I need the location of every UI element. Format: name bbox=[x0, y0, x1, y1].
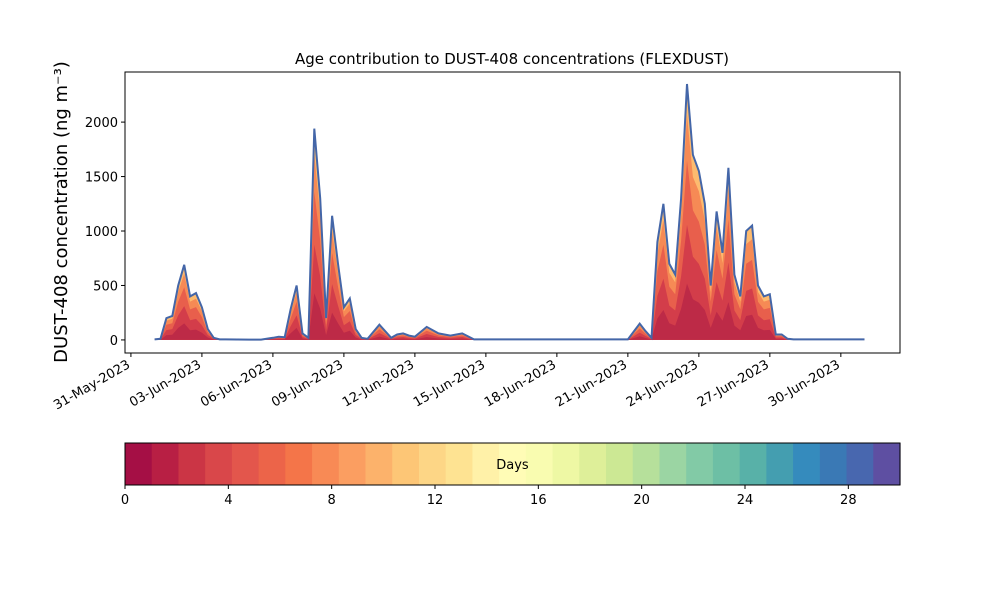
colorbar-tick-label: 12 bbox=[427, 493, 444, 508]
age-band-area bbox=[154, 283, 865, 340]
colorbar-tick-label: 4 bbox=[224, 493, 232, 508]
colorbar-segment bbox=[445, 443, 474, 485]
y-tick-label: 1000 bbox=[85, 225, 118, 240]
colorbar-tick-label: 0 bbox=[121, 493, 129, 508]
x-tick-label: 12-Jun-2023 bbox=[340, 357, 417, 410]
colorbar-segment bbox=[151, 443, 180, 485]
y-tick-label: 1500 bbox=[85, 171, 118, 186]
y-axis-label: DUST-408 concentration (ng m⁻³) bbox=[51, 61, 72, 363]
colorbar-segment bbox=[873, 443, 901, 485]
age-band-area bbox=[154, 160, 865, 340]
colorbar-label: Days bbox=[496, 458, 529, 473]
colorbar-segment bbox=[312, 443, 340, 485]
colorbar-tick-label: 16 bbox=[530, 493, 547, 508]
colorbar-segment bbox=[472, 443, 500, 485]
colorbar-segment bbox=[231, 443, 260, 485]
x-tick-label: 31-May-2023 bbox=[51, 357, 133, 413]
x-tick-label: 27-Jun-2023 bbox=[695, 357, 772, 410]
plot-area bbox=[154, 83, 865, 341]
colorbar-segment bbox=[686, 443, 714, 485]
colorbar-tick-label: 20 bbox=[633, 493, 650, 508]
colorbar-segment bbox=[712, 443, 741, 485]
x-tick-label: 09-Jun-2023 bbox=[269, 357, 346, 410]
x-tick-label: 03-Jun-2023 bbox=[127, 357, 204, 410]
y-tick-label: 2000 bbox=[85, 116, 118, 131]
colorbar-frame bbox=[124, 442, 901, 486]
colorbar-segment bbox=[632, 443, 661, 485]
colorbar-segment bbox=[793, 443, 821, 485]
x-tick-label: 15-Jun-2023 bbox=[411, 357, 488, 410]
x-tick-label: 06-Jun-2023 bbox=[198, 357, 275, 410]
colorbar-segment bbox=[525, 443, 554, 485]
x-tick-label: 24-Jun-2023 bbox=[624, 357, 701, 410]
colorbar-segment bbox=[552, 443, 580, 485]
colorbar: 0 4 8 12 16 20 24 28 Days bbox=[121, 442, 901, 508]
colorbar-segment bbox=[659, 443, 687, 485]
colorbar-segment bbox=[365, 443, 393, 485]
colorbar-segment bbox=[739, 443, 767, 485]
colorbar-tick-label: 28 bbox=[840, 493, 857, 508]
colorbar-segment bbox=[392, 443, 420, 485]
x-tick-label: 30-Jun-2023 bbox=[766, 357, 843, 410]
colorbar-segment bbox=[178, 443, 206, 485]
total-concentration-line bbox=[154, 83, 865, 341]
colorbar-tick-label: 24 bbox=[737, 493, 754, 508]
x-axis: 31-May-202303-Jun-202306-Jun-202309-Jun-… bbox=[51, 353, 843, 413]
colorbar-segment bbox=[338, 443, 367, 485]
chart-title: Age contribution to DUST-408 concentrati… bbox=[295, 50, 729, 68]
colorbar-segment bbox=[606, 443, 634, 485]
colorbar-segment bbox=[499, 443, 527, 485]
colorbar-segment bbox=[125, 443, 153, 485]
y-axis: 0 500 1000 1500 2000 bbox=[85, 116, 125, 349]
y-tick-label: 500 bbox=[93, 279, 118, 294]
x-tick-label: 21-Jun-2023 bbox=[553, 357, 630, 410]
colorbar-tick-label: 8 bbox=[328, 493, 336, 508]
colorbar-segment bbox=[258, 443, 286, 485]
colorbar-segment bbox=[285, 443, 313, 485]
colorbar-segment bbox=[205, 443, 233, 485]
x-tick-label: 18-Jun-2023 bbox=[482, 357, 559, 410]
plot-frame bbox=[124, 71, 901, 354]
colorbar-segment bbox=[766, 443, 794, 485]
colorbar-segment bbox=[418, 443, 447, 485]
colorbar-segment bbox=[819, 443, 848, 485]
colorbar-segment bbox=[579, 443, 607, 485]
colorbar-segment bbox=[846, 443, 874, 485]
y-tick-label: 0 bbox=[110, 334, 118, 349]
